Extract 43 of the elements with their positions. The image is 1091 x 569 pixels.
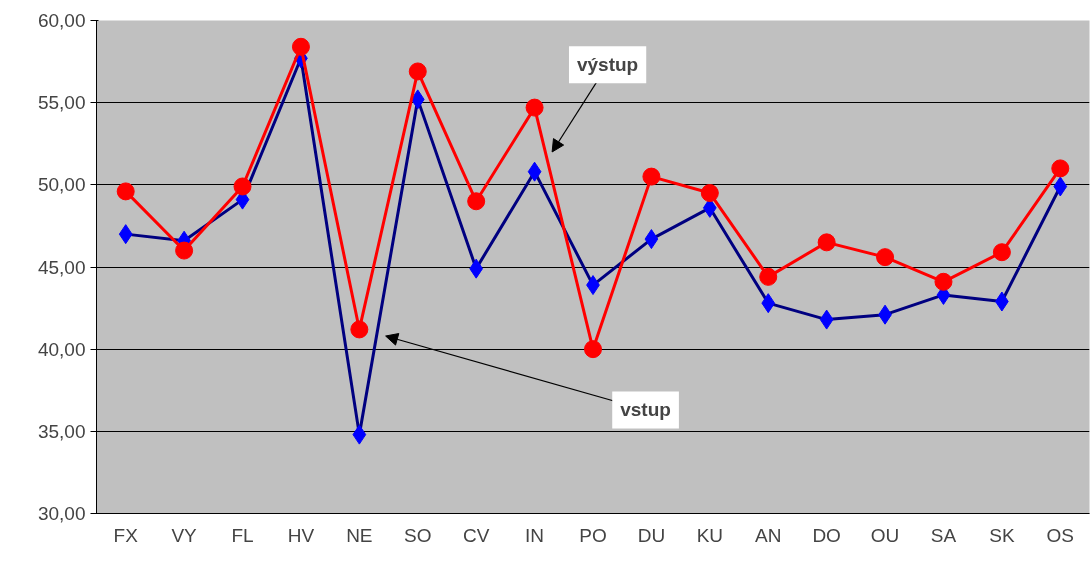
x-tick-label: VY <box>171 524 198 546</box>
x-tick-label: DO <box>812 524 841 546</box>
x-tick-label: SA <box>930 524 957 546</box>
annotation: výstup <box>576 54 639 76</box>
x-tick-label: PO <box>579 524 607 546</box>
x-tick-label: AN <box>755 524 782 546</box>
x-tick-label: NE <box>346 524 373 546</box>
y-tick-label: 60,00 <box>37 10 86 31</box>
point <box>116 182 135 201</box>
point <box>233 177 252 196</box>
point <box>291 37 310 56</box>
x-tick-label: IN <box>525 524 545 546</box>
point <box>759 267 778 286</box>
x-tick-label: DU <box>637 524 666 546</box>
point <box>175 241 194 260</box>
y-tick-label: 30,00 <box>37 503 86 524</box>
point <box>584 340 602 359</box>
y-tick-label: 50,00 <box>37 174 86 196</box>
x-tick-label: FX <box>113 524 139 546</box>
point <box>876 248 895 267</box>
point <box>817 233 836 252</box>
point <box>700 184 719 203</box>
point <box>992 243 1011 262</box>
point <box>350 320 369 339</box>
x-tick-label: OU <box>870 524 900 546</box>
x-tick-label: SO <box>404 524 432 546</box>
x-tick-label: CV <box>462 524 490 546</box>
point <box>642 167 661 186</box>
point <box>934 272 953 291</box>
x-tick-label: HV <box>287 524 315 546</box>
y-tick-label: 45,00 <box>37 256 86 278</box>
x-tick-label: OS <box>1046 524 1075 546</box>
x-tick-label: FL <box>231 524 254 546</box>
x-tick-label: SK <box>989 524 1015 546</box>
x-tick-label: KU <box>696 524 724 546</box>
y-tick-label: 40,00 <box>37 338 86 360</box>
y-tick-label: 55,00 <box>37 92 86 114</box>
point <box>525 98 544 117</box>
point <box>1051 159 1070 178</box>
y-tick-label: 35,00 <box>37 420 86 442</box>
annotation: vstup <box>620 399 671 421</box>
point <box>467 192 486 211</box>
point <box>408 62 427 81</box>
